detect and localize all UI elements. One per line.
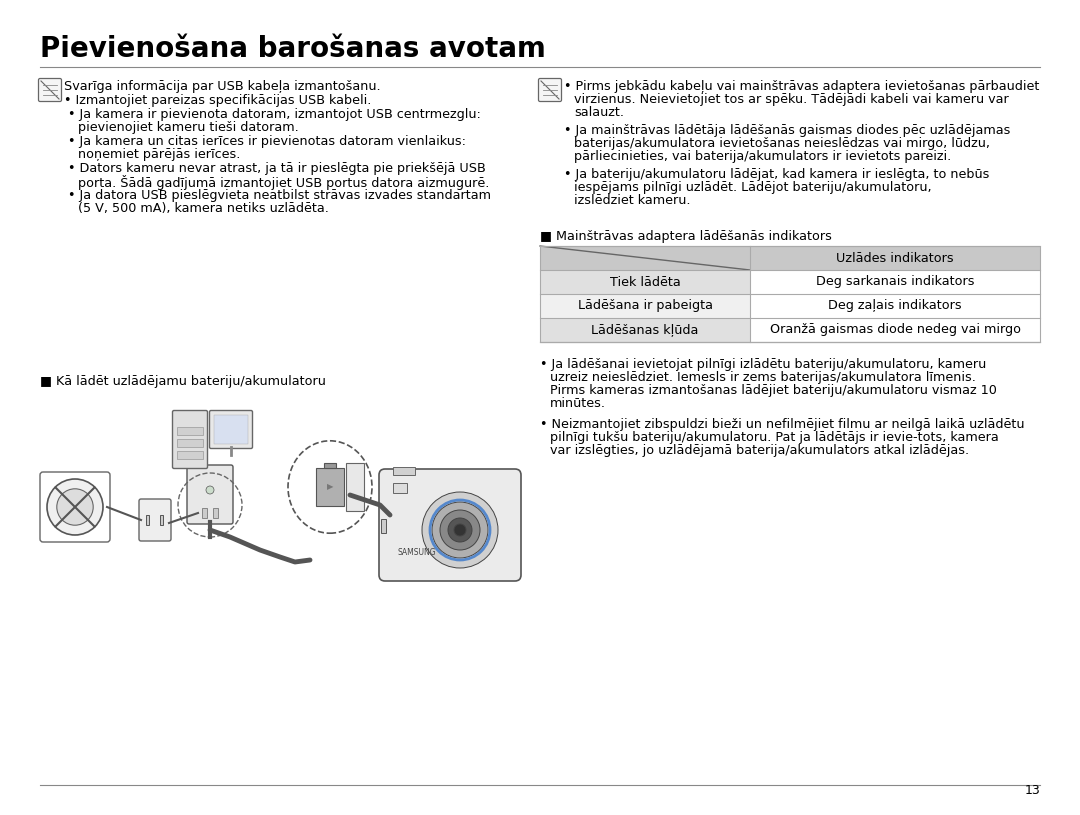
Text: 13: 13 [1024, 784, 1040, 797]
Text: Pirms kameras izmantošanas lādējiet bateriju/akumulatoru vismaz 10: Pirms kameras izmantošanas lādējiet bate… [550, 384, 997, 397]
Circle shape [448, 518, 472, 542]
Bar [177, 439, 203, 447]
Bar [540, 270, 750, 294]
Bar [324, 463, 336, 468]
FancyBboxPatch shape [39, 78, 62, 102]
Text: Pievienošana barošanas avotam: Pievienošana barošanas avotam [40, 35, 545, 63]
Text: iespējams pilnīgi uzlādēt. Lādējot bateriju/akumulatoru,: iespējams pilnīgi uzlādēt. Lādējot bater… [573, 181, 932, 194]
Text: porta. Šādā gadījumā izmantojiet USB portus datora aizmugurē.: porta. Šādā gadījumā izmantojiet USB por… [78, 175, 489, 190]
Bar [540, 246, 1040, 270]
Circle shape [432, 502, 488, 558]
Text: • Ja kamera ir pievienota datoram, izmantojot USB centrmezglu:: • Ja kamera ir pievienota datoram, izman… [68, 108, 481, 121]
Bar [393, 483, 407, 493]
Bar [346, 463, 364, 511]
FancyBboxPatch shape [379, 469, 521, 581]
Text: Deg zaļais indikators: Deg zaļais indikators [828, 299, 962, 312]
Text: ▶: ▶ [327, 482, 334, 491]
Bar [160, 515, 163, 525]
Circle shape [57, 489, 93, 525]
Text: Lādēšana ir pabeigta: Lādēšana ir pabeigta [578, 299, 713, 312]
Bar [750, 294, 1040, 318]
Bar [540, 246, 1040, 342]
Text: • Ja mainštrāvas lādētāja lādēšanās gaismas diodes pēc uzlādējamas: • Ja mainštrāvas lādētāja lādēšanās gais… [564, 124, 1011, 137]
Text: (5 V, 500 mA), kamera netiks uzlādēta.: (5 V, 500 mA), kamera netiks uzlādēta. [78, 202, 329, 215]
Bar [146, 515, 149, 525]
Bar [540, 318, 750, 342]
Bar [202, 508, 207, 518]
Bar [750, 270, 1040, 294]
Circle shape [440, 510, 480, 550]
Text: ■ Mainštrāvas adaptera lādēšanās indikators: ■ Mainštrāvas adaptera lādēšanās indikat… [540, 230, 832, 243]
FancyBboxPatch shape [210, 411, 253, 448]
Text: Uzlādes indikators: Uzlādes indikators [836, 252, 954, 265]
FancyBboxPatch shape [139, 499, 171, 541]
Text: salauzt.: salauzt. [573, 106, 624, 119]
Text: • Neizmantojiet zibspuldzi bieži un nefilmējiet filmu ar neilgā laikā uzlādētu: • Neizmantojiet zibspuldzi bieži un nefi… [540, 418, 1025, 431]
Text: noņemiet pārējās ierīces.: noņemiet pārējās ierīces. [78, 148, 241, 161]
Text: ■ Kā lādēt uzlādējamu bateriju/akumulatoru: ■ Kā lādēt uzlādējamu bateriju/akumulato… [40, 375, 326, 388]
FancyBboxPatch shape [173, 411, 207, 469]
Text: izslēdziet kameru.: izslēdziet kameru. [573, 194, 690, 207]
Text: • Ja bateriju/akumulatoru lādējat, kad kamera ir ieslēgta, to nebūs: • Ja bateriju/akumulatoru lādējat, kad k… [564, 168, 989, 181]
Text: • Izmantojiet pareizas specifikācijas USB kabeli.: • Izmantojiet pareizas specifikācijas US… [64, 94, 372, 107]
Text: pilnīgi tukšu bateriju/akumulatoru. Pat ja lādētājs ir ievie-tots, kamera: pilnīgi tukšu bateriju/akumulatoru. Pat … [550, 431, 999, 444]
Bar [177, 451, 203, 459]
FancyBboxPatch shape [539, 78, 562, 102]
Bar [316, 468, 345, 506]
Text: uzreiz neieslēdziet. Iemesls ir zems baterijas/akumulatora līmenis.: uzreiz neieslēdziet. Iemesls ir zems bat… [550, 371, 976, 384]
Bar [381, 519, 386, 533]
Bar [540, 294, 750, 318]
Circle shape [422, 492, 498, 568]
Text: pievienojiet kameru tieši datoram.: pievienojiet kameru tieši datoram. [78, 121, 299, 134]
Text: • Ja kamera un citas ierīces ir pievienotas datoram vienlaikus:: • Ja kamera un citas ierīces ir pievieno… [68, 135, 465, 148]
Text: pārliecinieties, vai baterija/akumulators ir ievietots pareizi.: pārliecinieties, vai baterija/akumulator… [573, 150, 951, 163]
Text: • Ja lādēšanai ievietojat pilnīgi izlādētu bateriju/akumulatoru, kameru: • Ja lādēšanai ievietojat pilnīgi izlādē… [540, 358, 986, 371]
Text: Svarīga informācija par USB kabeļa izmantošanu.: Svarīga informācija par USB kabeļa izman… [64, 80, 380, 93]
Bar [750, 318, 1040, 342]
Bar [213, 508, 218, 518]
Text: Lādēšanas kļūda: Lādēšanas kļūda [592, 324, 699, 337]
Text: Tiek lādēta: Tiek lādēta [609, 275, 680, 289]
Text: • Dators kameru nevar atrast, ja tā ir pieslēgta pie priekšējā USB: • Dators kameru nevar atrast, ja tā ir p… [68, 162, 486, 175]
FancyBboxPatch shape [187, 465, 233, 524]
Text: minūtes.: minūtes. [550, 397, 606, 410]
Circle shape [206, 486, 214, 494]
Bar [177, 427, 203, 435]
Text: Oranžā gaismas diode nedeg vai mirgo: Oranžā gaismas diode nedeg vai mirgo [769, 324, 1021, 337]
Bar [214, 415, 248, 444]
Text: • Ja datora USB pieslēgvieta neatbilst strāvas izvades standartam: • Ja datora USB pieslēgvieta neatbilst s… [68, 189, 491, 202]
Circle shape [454, 524, 465, 536]
Circle shape [48, 479, 103, 535]
Text: var izslēgties, jo uzlādējamā baterija/akumulators atkal izlādējas.: var izslēgties, jo uzlādējamā baterija/a… [550, 444, 969, 457]
Text: Deg sarkanais indikators: Deg sarkanais indikators [815, 275, 974, 289]
Text: baterijas/akumulatora ievietošanas neieslēdzas vai mirgo, lūdzu,: baterijas/akumulatora ievietošanas neies… [573, 137, 990, 150]
Bar [393, 467, 415, 475]
Text: SAMSUNG: SAMSUNG [397, 548, 435, 557]
Text: • Pirms jebkādu kabeļu vai mainštrāvas adaptera ievietošanas pārbaudiet: • Pirms jebkādu kabeļu vai mainštrāvas a… [564, 80, 1039, 93]
Text: virzienus. Neievietojiet tos ar spēku. Tādējādi kabeli vai kameru var: virzienus. Neievietojiet tos ar spēku. T… [573, 93, 1009, 106]
